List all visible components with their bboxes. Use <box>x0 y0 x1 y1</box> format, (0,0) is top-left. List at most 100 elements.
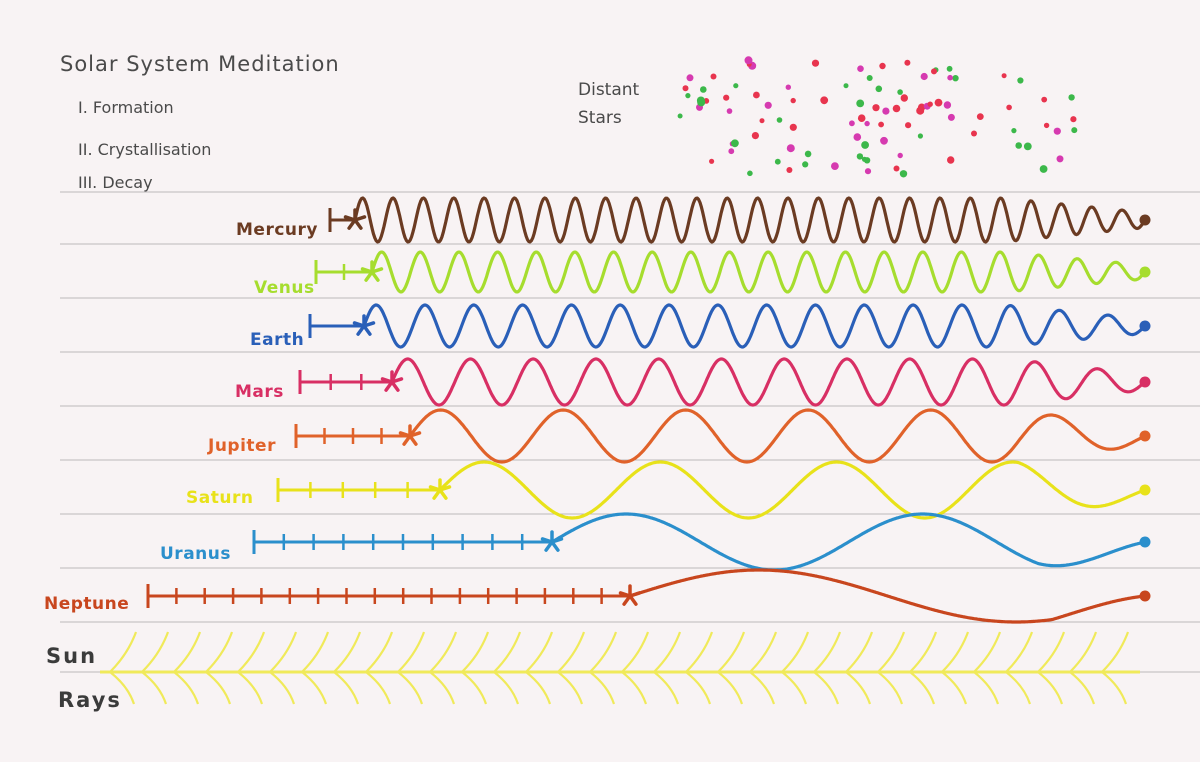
sun-ray-up <box>589 631 618 673</box>
orbit-wave <box>408 408 1146 464</box>
planet-label-earth: Earth <box>250 330 305 350</box>
sun-ray-up <box>525 631 554 673</box>
star-dot <box>820 96 829 105</box>
star-dot <box>875 85 883 93</box>
sun-ray-up <box>429 631 458 673</box>
decay-end-dot <box>1139 430 1151 442</box>
sun-ray-up <box>749 631 778 673</box>
star-dot <box>857 65 864 72</box>
sun-ray-down <box>621 671 648 705</box>
star-dot <box>1053 127 1061 135</box>
planet-row-neptune <box>146 568 1151 624</box>
sun-ray-up <box>1005 631 1034 673</box>
sun-ray-up <box>685 631 714 673</box>
planet-row-jupiter <box>294 408 1151 464</box>
star-dot <box>920 72 928 81</box>
sun-ray-up <box>493 631 522 673</box>
star-dot <box>900 94 908 102</box>
sun-ray-down <box>685 671 712 705</box>
star-dot <box>947 113 955 121</box>
star-dot <box>1001 73 1007 79</box>
sun-ray-up <box>141 631 170 673</box>
star-dot <box>723 94 730 101</box>
sun-ray-up <box>621 631 650 673</box>
planet-row-earth <box>308 303 1151 349</box>
star-dot <box>700 86 707 93</box>
sun-ray-down <box>909 671 936 705</box>
sun-ray-down <box>749 671 776 705</box>
sun-ray-up <box>813 631 842 673</box>
sun-ray-down <box>237 671 264 705</box>
sun-ray-down <box>173 671 200 705</box>
star-dot <box>747 170 753 177</box>
sun-ray-down <box>365 671 392 705</box>
star-dot <box>971 130 977 137</box>
sun-ray-down <box>589 671 616 705</box>
star-dot <box>897 152 903 159</box>
sun-ray-up <box>333 631 362 673</box>
distant-stars-label-2: Stars <box>578 108 622 128</box>
sun-ray-down <box>525 671 552 705</box>
star-dot <box>947 156 955 164</box>
star-dot <box>916 106 925 115</box>
star-dot <box>696 96 705 105</box>
star-dot <box>831 162 839 171</box>
sun-ray-up <box>365 631 394 673</box>
planet-row-uranus <box>252 512 1151 572</box>
sun-ray-down <box>1005 671 1032 705</box>
planet-label-neptune: Neptune <box>44 594 130 614</box>
star-dot <box>899 170 908 178</box>
orbit-wave <box>353 196 1147 244</box>
star-dot <box>677 113 683 119</box>
sun-ray-up <box>301 631 330 673</box>
star-dot <box>804 150 812 158</box>
star-dot <box>879 62 886 70</box>
decay-end-dot <box>1139 320 1151 332</box>
star-dot <box>1017 77 1024 84</box>
planet-label-uranus: Uranus <box>160 544 231 564</box>
planet-label-venus: Venus <box>254 278 315 298</box>
star-dot <box>709 158 715 164</box>
star-dot <box>1006 104 1012 111</box>
ruled-lines <box>60 191 1200 673</box>
sun-ray-down <box>1101 671 1128 705</box>
decay-end-dot <box>1139 590 1151 602</box>
star-dot <box>1015 142 1022 149</box>
star-dot <box>853 133 862 141</box>
star-dot <box>785 84 791 90</box>
decay-end-dot <box>1139 266 1151 278</box>
sun-ray-up <box>237 631 266 673</box>
star-dot <box>872 104 880 112</box>
star-dot <box>764 101 772 109</box>
star-dot <box>857 114 866 122</box>
star-dot <box>1043 122 1050 129</box>
star-dot <box>904 59 911 66</box>
sun-ray-down <box>557 671 584 705</box>
sun-ray-up <box>877 631 906 673</box>
star-dot <box>952 75 959 82</box>
sun-ray-up <box>845 631 874 673</box>
sun-ray-up <box>109 631 138 673</box>
star-dot <box>733 83 739 89</box>
sun-ray-down <box>397 671 424 705</box>
star-dot <box>1070 116 1077 123</box>
sun-ray-down <box>141 671 168 705</box>
orbit-wave <box>438 460 1146 520</box>
star-dot <box>790 97 796 104</box>
sun-ray-down <box>301 671 328 705</box>
rays-label: Rays <box>58 688 122 712</box>
sun-ray-down <box>333 671 360 705</box>
star-dot <box>685 93 691 99</box>
sun-ray-down <box>717 671 744 705</box>
star-dot <box>1056 155 1064 163</box>
star-dot <box>892 104 901 113</box>
distant-stars-field <box>677 56 1078 178</box>
sun-ray-up <box>973 631 1002 673</box>
star-dot <box>864 120 870 127</box>
star-dot <box>880 136 888 145</box>
sun-ray-down <box>877 671 904 705</box>
sun-rays <box>100 631 1140 705</box>
star-dot <box>726 108 733 114</box>
sun-ray-down <box>109 671 136 705</box>
planet-label-jupiter: Jupiter <box>208 436 276 456</box>
